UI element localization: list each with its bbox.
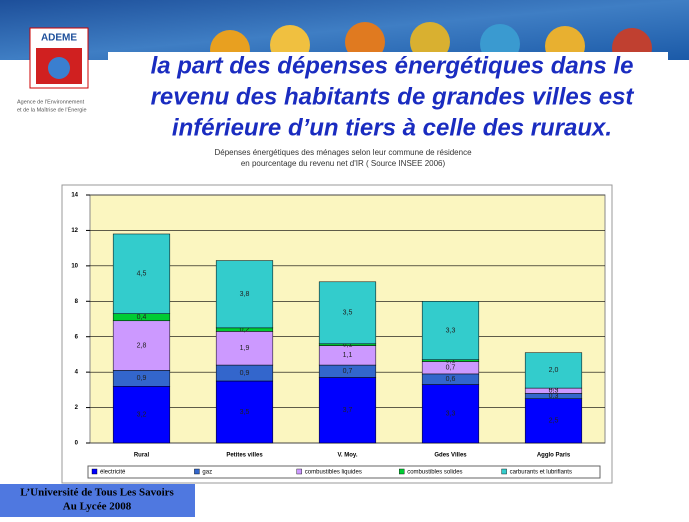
bar-segment — [215, 331, 274, 366]
legend-swatch — [91, 468, 98, 475]
bar-segment — [318, 377, 377, 444]
y-tick-label: 14 — [71, 193, 78, 199]
value-label: 0,7 — [343, 368, 353, 375]
logo-globe — [48, 57, 70, 79]
bar-segment — [112, 386, 171, 444]
x-tick-label: Petites villes — [226, 453, 263, 459]
y-tick-label: 0 — [75, 441, 79, 447]
legend-swatch — [501, 468, 507, 475]
bar-segment — [524, 352, 583, 389]
chart-title: en pourcentage du revenu net d'IR ( Sour… — [241, 159, 446, 168]
footer-text: Au Lycée 2008 — [63, 501, 132, 513]
legend-swatch — [296, 468, 302, 475]
headline: inférieure d’un tiers à celle des ruraux… — [172, 114, 612, 141]
value-label: 3,3 — [446, 411, 456, 418]
x-tick-label: Agglo Paris — [537, 453, 571, 459]
value-label: 0,7 — [446, 365, 456, 372]
headline: la part des dépenses énergétiques dans l… — [151, 52, 634, 79]
y-tick-label: 12 — [71, 228, 78, 234]
logo-caption: et de la Maîtrise de l'Énergie — [17, 106, 87, 113]
value-label: 0,6 — [446, 376, 456, 383]
value-label: 3,3 — [446, 327, 456, 334]
legend-label: carburants et lubrifiants — [510, 470, 572, 476]
bar-segment — [215, 380, 274, 444]
legend-box — [87, 465, 601, 479]
legend-label: combustibles solides — [407, 470, 462, 476]
value-label: 0,3 — [549, 393, 559, 400]
headline: revenu des habitants de grandes villes e… — [151, 83, 635, 110]
value-label: 2,0 — [549, 367, 559, 374]
legend-swatch — [399, 468, 405, 475]
legend-label: gaz — [202, 470, 212, 476]
value-label: 4,5 — [137, 271, 147, 278]
y-tick-label: 8 — [75, 299, 79, 305]
value-label: 0,9 — [137, 375, 147, 382]
value-label: 3,8 — [240, 291, 250, 298]
value-label: 0,0 — [549, 385, 559, 392]
bar-segment — [421, 384, 480, 444]
bar-segment — [421, 301, 480, 360]
bar-segment — [215, 260, 274, 329]
value-label: 0,2 — [240, 326, 250, 333]
value-label: 2,5 — [549, 418, 559, 425]
value-label: 2,8 — [137, 342, 147, 349]
bar-segment — [112, 233, 171, 314]
x-tick-label: Gdes Villes — [434, 453, 467, 459]
legend-swatch — [194, 468, 200, 475]
value-label: 3,2 — [137, 412, 147, 419]
value-label: 0,4 — [137, 314, 147, 321]
bar-segment — [318, 281, 377, 345]
x-tick-label: V. Moy. — [337, 453, 357, 459]
logo-name: ADEME — [41, 33, 77, 44]
bar-segment — [524, 398, 583, 444]
value-label: 0,3 — [549, 388, 559, 395]
value-label: 0,9 — [240, 370, 250, 377]
y-tick-label: 6 — [75, 334, 79, 340]
y-tick-label: 4 — [75, 370, 79, 376]
x-tick-label: Rural — [134, 453, 150, 459]
legend-label: combustibles liquides — [305, 470, 362, 476]
legend-label: électricité — [100, 470, 126, 476]
value-label: 3,7 — [343, 407, 353, 414]
y-tick-label: 2 — [75, 405, 79, 411]
value-label: 1,1 — [343, 352, 353, 359]
banner — [0, 0, 689, 60]
value-label: 3,5 — [240, 409, 250, 416]
value-label: 0,1 — [343, 342, 353, 349]
value-label: 3,5 — [343, 310, 353, 317]
value-label: 1,9 — [240, 345, 250, 352]
value-label: 0,1 — [446, 357, 456, 364]
logo-caption: Agence de l'Environnement — [17, 99, 85, 105]
chart-title: Dépenses énergétiques des ménages selon … — [214, 148, 472, 157]
footer-text: L’Université de Tous Les Savoirs — [20, 487, 174, 499]
y-tick-label: 10 — [71, 263, 78, 269]
headline-box — [108, 52, 668, 144]
bar-segment — [112, 320, 171, 371]
footer-box — [0, 484, 195, 517]
